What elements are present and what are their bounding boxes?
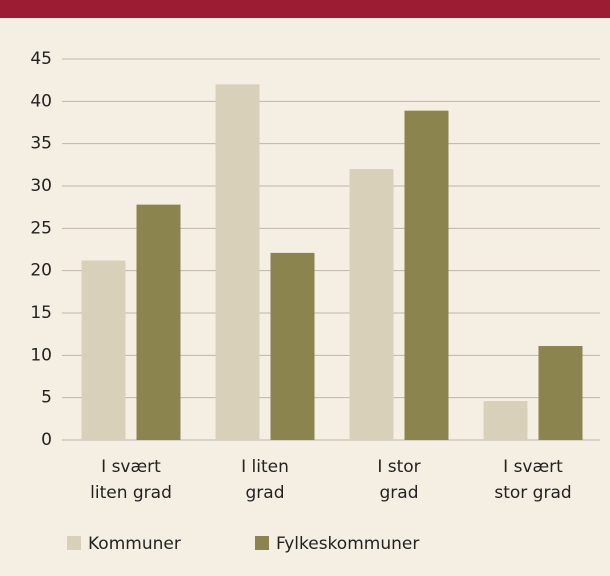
bar — [349, 169, 394, 441]
bar — [404, 110, 449, 440]
top-bar — [0, 0, 610, 18]
bar — [270, 252, 315, 440]
x-tick-label: grad — [246, 483, 285, 503]
y-tick-label: 40 — [30, 91, 52, 111]
bar — [538, 346, 583, 440]
x-tick-label: I liten — [241, 457, 289, 477]
bar — [483, 401, 528, 440]
bar — [215, 84, 260, 441]
bar — [81, 260, 126, 440]
y-tick-label: 0 — [41, 430, 52, 450]
y-tick-label: 15 — [30, 303, 52, 323]
legend-label: Fylkeskommuner — [276, 534, 419, 554]
x-tick-label: stor grad — [494, 483, 571, 503]
y-tick-label: 25 — [30, 218, 52, 238]
y-tick-label: 30 — [30, 176, 52, 196]
legend-swatch — [255, 536, 269, 550]
x-tick-label: grad — [380, 483, 419, 503]
y-tick-label: 20 — [30, 261, 52, 281]
y-tick-label: 35 — [30, 134, 52, 154]
y-tick-label: 10 — [30, 345, 52, 365]
y-tick-label: 5 — [41, 388, 52, 408]
legend-swatch — [67, 536, 81, 550]
x-tick-label: I stor — [377, 457, 420, 477]
bar — [136, 204, 181, 440]
x-tick-label: I svært — [503, 457, 563, 477]
x-tick-label: I svært — [101, 457, 161, 477]
y-tick-label: 45 — [30, 49, 52, 69]
legend-label: Kommuner — [88, 534, 181, 554]
x-tick-label: liten grad — [90, 483, 172, 503]
